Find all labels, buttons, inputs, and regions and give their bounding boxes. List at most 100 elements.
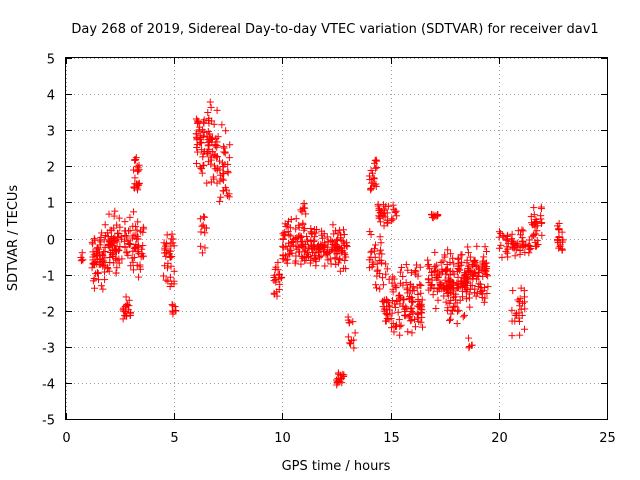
data-point (444, 285, 452, 293)
data-point (221, 149, 229, 157)
data-point (106, 226, 114, 234)
data-point (225, 154, 233, 162)
data-point (202, 224, 210, 232)
data-point (397, 321, 405, 329)
data-point (114, 234, 122, 242)
data-point (417, 305, 425, 313)
data-point (537, 205, 545, 213)
data-point (130, 208, 138, 216)
data-point (129, 266, 137, 274)
data-point (122, 232, 130, 240)
data-point (204, 117, 212, 125)
data-point (377, 239, 385, 247)
data-point (390, 328, 398, 336)
data-point (340, 264, 348, 272)
data-point (219, 176, 227, 184)
data-point (302, 256, 310, 264)
data-points (77, 98, 567, 389)
data-point (465, 334, 473, 342)
data-point (503, 235, 511, 243)
data-point (469, 270, 477, 278)
data-point (350, 344, 358, 352)
data-point (532, 216, 540, 224)
data-point (479, 257, 487, 265)
plot-frame (65, 57, 608, 420)
data-point (126, 213, 134, 221)
data-point (391, 209, 399, 217)
data-point (445, 288, 453, 296)
data-point (204, 109, 212, 117)
data-point (124, 236, 132, 244)
data-point (115, 214, 123, 222)
data-point (288, 239, 296, 247)
data-point (522, 241, 530, 249)
data-point (216, 157, 224, 165)
data-point (417, 282, 425, 290)
data-point (451, 296, 459, 304)
data-point (425, 260, 433, 268)
data-point (90, 284, 98, 292)
data-point (111, 207, 119, 215)
data-point (383, 209, 391, 217)
data-point (282, 223, 290, 231)
data-point (409, 283, 417, 291)
data-point (207, 135, 215, 143)
data-point (92, 270, 100, 278)
data-point (508, 317, 516, 325)
data-point (516, 317, 524, 325)
data-point (101, 276, 109, 284)
data-point (404, 328, 412, 336)
y-tick-label: 2 (47, 161, 55, 176)
data-point (393, 297, 401, 305)
data-point (418, 306, 426, 314)
data-point (135, 250, 143, 258)
data-point (121, 311, 129, 319)
data-point (484, 283, 492, 291)
data-point (396, 323, 404, 331)
data-point (314, 248, 322, 256)
data-point (480, 253, 488, 261)
data-point (295, 221, 303, 229)
data-point (200, 213, 208, 221)
data-point (498, 253, 506, 261)
data-point (470, 258, 478, 266)
data-point (274, 258, 282, 266)
data-point (473, 275, 481, 283)
data-point (373, 164, 381, 172)
data-point (124, 301, 132, 309)
data-point (168, 301, 176, 309)
data-point (90, 235, 98, 243)
y-tick-label: -4 (42, 378, 55, 393)
data-point (415, 318, 423, 326)
data-point (481, 243, 489, 251)
data-point (298, 208, 306, 216)
data-point (216, 177, 224, 185)
data-point (508, 230, 516, 238)
data-point (382, 260, 390, 268)
data-point (211, 152, 219, 160)
x-tick-label: 10 (274, 431, 291, 446)
data-point (101, 221, 109, 229)
data-point (224, 169, 232, 177)
data-point (555, 226, 563, 234)
data-point (335, 256, 343, 264)
data-point (291, 259, 299, 267)
data-point (276, 280, 284, 288)
data-point (113, 264, 121, 272)
data-point (165, 250, 173, 258)
data-point (454, 264, 462, 272)
data-point (123, 249, 131, 257)
data-point (462, 279, 470, 287)
data-point (373, 284, 381, 292)
data-point (292, 215, 300, 223)
data-point (192, 130, 200, 138)
data-point (329, 221, 337, 229)
data-point (321, 262, 329, 270)
data-point (97, 282, 105, 290)
data-point (428, 281, 436, 289)
y-tick-label: 4 (47, 89, 55, 104)
data-point (112, 269, 120, 277)
data-point (465, 290, 473, 298)
data-point (198, 222, 206, 230)
data-point (119, 304, 127, 312)
